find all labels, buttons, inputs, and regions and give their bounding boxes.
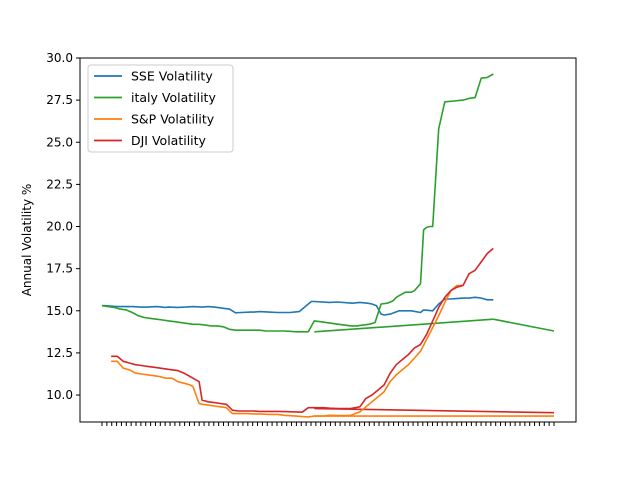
y-tick-label: 27.5 [46,93,73,107]
y-tick-label: 22.5 [46,177,73,191]
series-line-1 [102,296,494,316]
series-line-2 [101,73,494,333]
y-tick-label: 30.0 [46,51,73,65]
y-tick-label: 17.5 [46,262,73,276]
series-line-segment [314,407,555,414]
legend-label: DJI Volatility [131,133,207,148]
legend-label: S&P Volatility [131,112,215,127]
series-line-4 [111,247,494,414]
legend-box [87,64,234,153]
y-axis-label: Annual Volatility % [20,184,34,297]
y-tick-label: 12.5 [46,346,73,360]
y-tick-label: 25.0 [46,135,73,149]
plot-frame [79,57,577,423]
legend-label: SSE Volatility [131,69,213,84]
series-line-segment [314,318,494,333]
legend: SSE Volatility italy Volatility S&P Volati… [87,64,234,153]
y-tick-label: 15.0 [46,304,73,318]
series-line-3 [111,284,463,418]
y-tick-label: 20.0 [46,220,73,234]
series-line-segment [493,318,555,332]
y-tick-label: 10.0 [46,388,73,402]
legend-label: italy Volatility [131,90,216,105]
